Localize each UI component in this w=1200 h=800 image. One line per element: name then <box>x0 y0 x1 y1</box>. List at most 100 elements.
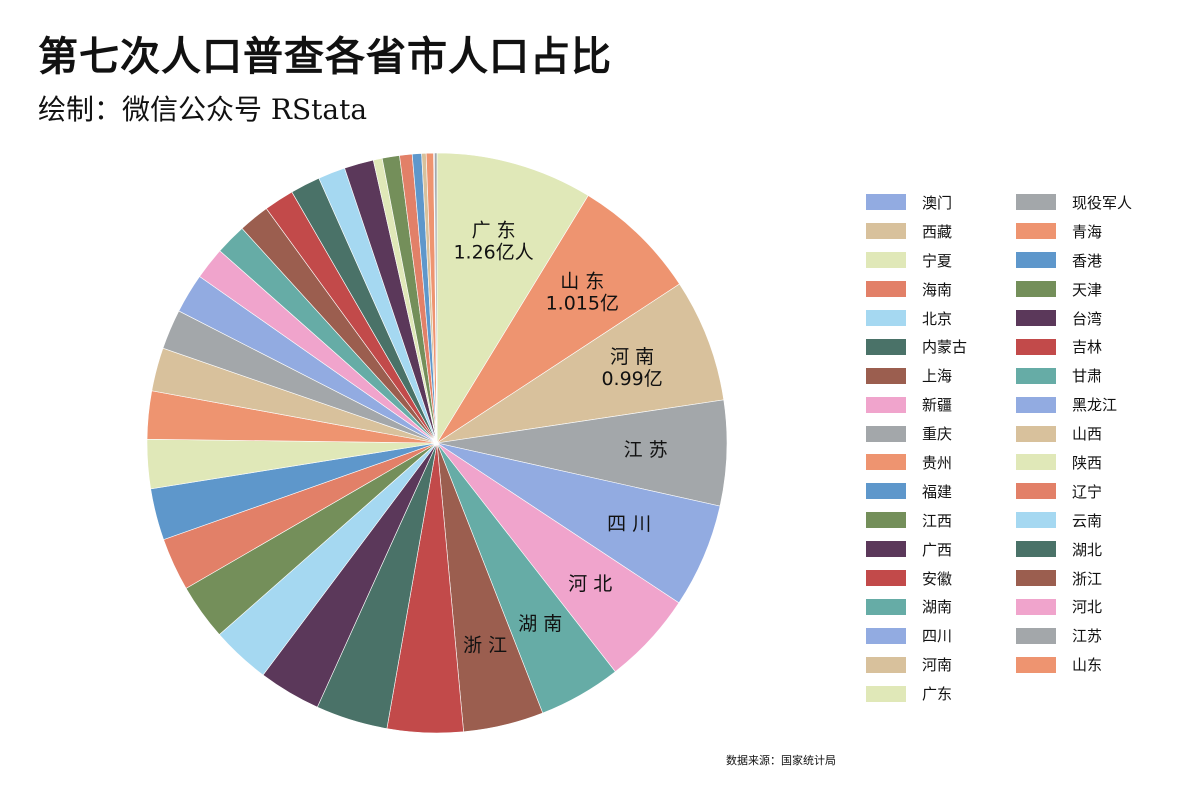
legend-swatch <box>1016 656 1056 673</box>
legend-item: 青海 <box>1016 217 1166 246</box>
legend-swatch <box>866 541 906 558</box>
legend-label: 上海 <box>922 367 953 386</box>
legend-item: 山西 <box>1016 419 1166 448</box>
legend-swatch <box>866 281 906 298</box>
legend-swatch <box>1016 396 1056 413</box>
slice-label-四川: 四 川 <box>607 513 651 535</box>
legend-swatch <box>866 252 906 269</box>
slice-label-湖南: 湖 南 <box>518 613 562 635</box>
legend-item: 江苏 <box>1016 621 1166 650</box>
slice-label-河南: 0.99亿 <box>601 368 662 390</box>
legend-item: 广东 <box>866 679 1016 708</box>
legend-swatch <box>866 310 906 326</box>
legend-label: 台湾 <box>1072 309 1103 328</box>
legend-item: 西藏 <box>866 217 1016 246</box>
legend-label: 海南 <box>922 280 953 299</box>
chart-legend: 澳门 西藏 宁夏 海南 北京 内蒙古 上海 新疆 重庆 贵州 福建 江西 广西 安徽 湖南 四川 河南 广东 现役军… <box>866 188 1166 708</box>
legend-swatch <box>866 338 906 355</box>
legend-label: 浙江 <box>1072 569 1103 588</box>
legend-item: 重庆 <box>866 419 1016 448</box>
legend-swatch <box>1016 570 1056 587</box>
legend-item: 云南 <box>1016 506 1166 535</box>
slice-label-浙江: 浙 江 <box>463 635 507 657</box>
legend-swatch <box>1016 310 1056 326</box>
legend-label: 山西 <box>1072 425 1103 444</box>
pie-slice-现役军人 <box>434 152 438 444</box>
legend-item: 甘肃 <box>1016 361 1166 390</box>
legend-item: 北京 <box>866 304 1016 333</box>
chart-title: 第七次人口普查各省市人口占比 <box>38 33 612 80</box>
chart-subtitle: 绘制：微信公众号 RStata <box>38 93 368 126</box>
legend-swatch <box>1016 223 1056 240</box>
legend-label: 新疆 <box>922 396 953 415</box>
legend-label: 北京 <box>922 309 953 328</box>
legend-swatch <box>1016 281 1056 298</box>
legend-item: 四川 <box>866 621 1016 650</box>
legend-swatch <box>866 512 906 529</box>
legend-swatch <box>866 627 906 644</box>
legend-swatch <box>866 367 906 384</box>
legend-item: 吉林 <box>1016 332 1166 361</box>
slice-label-河北: 河 北 <box>568 573 612 595</box>
legend-swatch <box>866 570 906 587</box>
legend-label: 贵州 <box>922 453 953 472</box>
legend-label: 江西 <box>922 511 953 530</box>
legend-item: 黑龙江 <box>1016 390 1166 419</box>
legend-item: 河北 <box>1016 592 1166 621</box>
legend-swatch <box>1016 425 1056 442</box>
legend-item: 湖北 <box>1016 535 1166 564</box>
legend-swatch <box>866 483 906 500</box>
legend-item: 浙江 <box>1016 564 1166 593</box>
legend-label: 青海 <box>1072 222 1103 241</box>
legend-label: 福建 <box>922 482 953 501</box>
legend-item: 天津 <box>1016 275 1166 304</box>
legend-item: 江西 <box>866 506 1016 535</box>
slice-label-山东: 1.015亿 <box>546 293 619 315</box>
legend-item: 湖南 <box>866 592 1016 621</box>
legend-item: 香港 <box>1016 246 1166 275</box>
legend-item: 河南 <box>866 650 1016 679</box>
legend-item: 新疆 <box>866 390 1016 419</box>
legend-label: 香港 <box>1072 251 1103 270</box>
slice-label-山东: 山 东 <box>560 271 604 293</box>
legend-swatch <box>866 656 906 673</box>
legend-swatch <box>1016 483 1056 500</box>
legend-swatch <box>866 194 906 211</box>
legend-label: 湖北 <box>1072 540 1103 559</box>
legend-item: 陕西 <box>1016 448 1166 477</box>
legend-label: 重庆 <box>922 425 953 444</box>
legend-swatch <box>1016 338 1056 355</box>
legend-label: 辽宁 <box>1072 482 1103 501</box>
legend-label: 广东 <box>922 685 953 704</box>
legend-item: 辽宁 <box>1016 477 1166 506</box>
legend-item: 宁夏 <box>866 246 1016 275</box>
slice-label-广东: 1.26亿人 <box>453 242 533 264</box>
legend-label: 黑龙江 <box>1072 396 1118 415</box>
legend-label: 山东 <box>1072 656 1103 675</box>
legend-swatch <box>866 396 906 413</box>
legend-label: 澳门 <box>922 193 953 212</box>
legend-item: 安徽 <box>866 564 1016 593</box>
legend-swatch <box>866 598 906 615</box>
legend-item: 澳门 <box>866 188 1016 217</box>
legend-label: 西藏 <box>922 222 953 241</box>
legend-label: 陕西 <box>1072 453 1103 472</box>
legend-item: 广西 <box>866 535 1016 564</box>
legend-label: 四川 <box>922 627 953 646</box>
legend-label: 云南 <box>1072 511 1103 530</box>
legend-swatch <box>1016 598 1056 615</box>
legend-label: 广西 <box>922 540 953 559</box>
legend-swatch <box>866 223 906 240</box>
legend-label: 现役军人 <box>1072 193 1133 212</box>
legend-item: 台湾 <box>1016 304 1166 333</box>
legend-label: 宁夏 <box>922 251 953 270</box>
legend-label: 河北 <box>1072 598 1103 617</box>
legend-label: 甘肃 <box>1072 367 1103 386</box>
legend-label: 江苏 <box>1072 627 1103 646</box>
pie-slice-山东 <box>436 195 680 444</box>
legend-label: 湖南 <box>922 598 953 617</box>
legend-item: 现役军人 <box>1016 188 1166 217</box>
slice-label-江苏: 江 苏 <box>624 439 668 461</box>
